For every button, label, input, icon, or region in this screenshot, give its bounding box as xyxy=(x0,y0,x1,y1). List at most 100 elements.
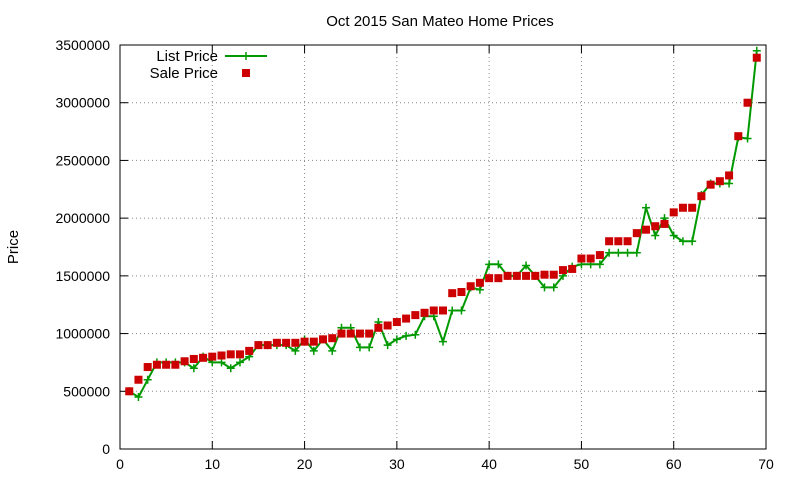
sale-price-point xyxy=(577,254,586,263)
list-price-point xyxy=(725,179,734,188)
plot-border xyxy=(119,44,767,450)
sale-price-point xyxy=(162,360,171,369)
list-price-point xyxy=(448,306,457,315)
sale-price-point xyxy=(429,306,438,315)
chart-title: Oct 2015 San Mateo Home Prices xyxy=(326,13,554,30)
sale-price-point xyxy=(346,329,355,338)
y-tick-label: 1000000 xyxy=(55,326,110,342)
sale-price-point xyxy=(374,323,383,332)
list-price-point xyxy=(623,248,632,257)
sale-price-point xyxy=(466,282,475,291)
sale-price-point xyxy=(752,53,761,62)
sale-price-point xyxy=(688,203,697,212)
sale-price-point xyxy=(217,351,226,360)
y-tick-label: 0 xyxy=(102,441,110,457)
list-price-point xyxy=(614,248,623,257)
x-tick-label: 50 xyxy=(574,456,590,472)
sale-price-point xyxy=(383,321,392,330)
sale-price-point xyxy=(245,346,254,355)
list-price-point xyxy=(291,346,300,355)
sale-price-point xyxy=(660,219,669,228)
sale-price-point xyxy=(291,338,300,347)
sale-price-point xyxy=(143,363,152,372)
list-price-point xyxy=(328,346,337,355)
sale-price-point xyxy=(568,264,577,273)
sale-price-point xyxy=(300,337,309,346)
y-tick-label: 1500000 xyxy=(55,268,110,284)
list-price-point xyxy=(595,260,604,269)
sale-price-point xyxy=(134,375,143,384)
sale-price-point xyxy=(614,237,623,246)
list-price-point xyxy=(457,306,466,315)
sale-price-point xyxy=(651,222,660,231)
sale-price-point xyxy=(485,274,494,283)
list-price-point xyxy=(365,343,374,352)
list-price-point xyxy=(669,231,678,240)
sale-price-point xyxy=(365,329,374,338)
list-price-point xyxy=(411,330,420,339)
list-price-point xyxy=(475,285,484,294)
sale-price-point xyxy=(420,308,429,317)
sale-price-point xyxy=(235,350,244,359)
sale-price-point xyxy=(309,337,318,346)
sale-price-point xyxy=(494,274,503,283)
sale-price-point xyxy=(512,271,521,280)
list-price-point xyxy=(392,335,401,344)
sale-price-point xyxy=(734,132,743,141)
list-price-point xyxy=(402,331,411,340)
sale-price-point xyxy=(697,192,706,201)
list-price-point xyxy=(540,283,549,292)
list-price-point xyxy=(383,341,392,350)
sale-price-point xyxy=(392,318,401,327)
sale-price-point xyxy=(623,237,632,246)
legend-marker-sale-price xyxy=(242,69,250,77)
sale-price-point xyxy=(632,229,641,238)
y-tick-label: 3000000 xyxy=(55,95,110,111)
sale-price-point xyxy=(715,177,724,186)
x-tick-label: 30 xyxy=(389,456,405,472)
y-tick-label: 2000000 xyxy=(55,210,110,226)
list-price-point xyxy=(752,46,761,55)
legend-label-sale-price: Sale Price xyxy=(150,65,218,82)
y-tick-label: 3500000 xyxy=(55,37,110,53)
list-price-point xyxy=(485,260,494,269)
list-price-point xyxy=(549,283,558,292)
x-tick-label: 40 xyxy=(481,456,497,472)
list-price-point xyxy=(678,237,687,246)
sale-price-point xyxy=(558,266,567,275)
sale-price-point xyxy=(678,203,687,212)
sale-price-point xyxy=(743,98,752,107)
x-tick-label: 20 xyxy=(297,456,313,472)
sale-price-point xyxy=(337,329,346,338)
sale-price-point xyxy=(540,270,549,279)
sale-price-point xyxy=(457,288,466,297)
sale-price-point xyxy=(152,360,161,369)
sale-price-point xyxy=(595,251,604,260)
list-price-point xyxy=(688,237,697,246)
sale-price-point xyxy=(586,254,595,263)
list-price-point xyxy=(217,358,226,367)
list-price-point xyxy=(134,393,143,402)
sale-price-point xyxy=(503,271,512,280)
list-price-point xyxy=(494,260,503,269)
y-tick-label: 2500000 xyxy=(55,152,110,168)
y-tick-label: 500000 xyxy=(63,383,110,399)
list-price-point xyxy=(226,364,235,373)
x-tick-label: 70 xyxy=(758,456,774,472)
sale-price-point xyxy=(725,171,734,180)
list-price-point xyxy=(189,364,198,373)
sale-price-point xyxy=(171,360,180,369)
sale-price-point xyxy=(125,387,134,396)
sale-price-point xyxy=(411,311,420,320)
sale-price-point xyxy=(199,353,208,362)
sale-price-point xyxy=(180,357,189,366)
sale-price-point xyxy=(402,314,411,323)
x-tick-label: 0 xyxy=(116,456,124,472)
series-layer xyxy=(125,46,761,402)
sale-price-point xyxy=(522,271,531,280)
sale-price-point xyxy=(448,289,457,298)
legend-label-list-price: List Price xyxy=(156,48,218,65)
sale-price-point xyxy=(189,354,198,363)
